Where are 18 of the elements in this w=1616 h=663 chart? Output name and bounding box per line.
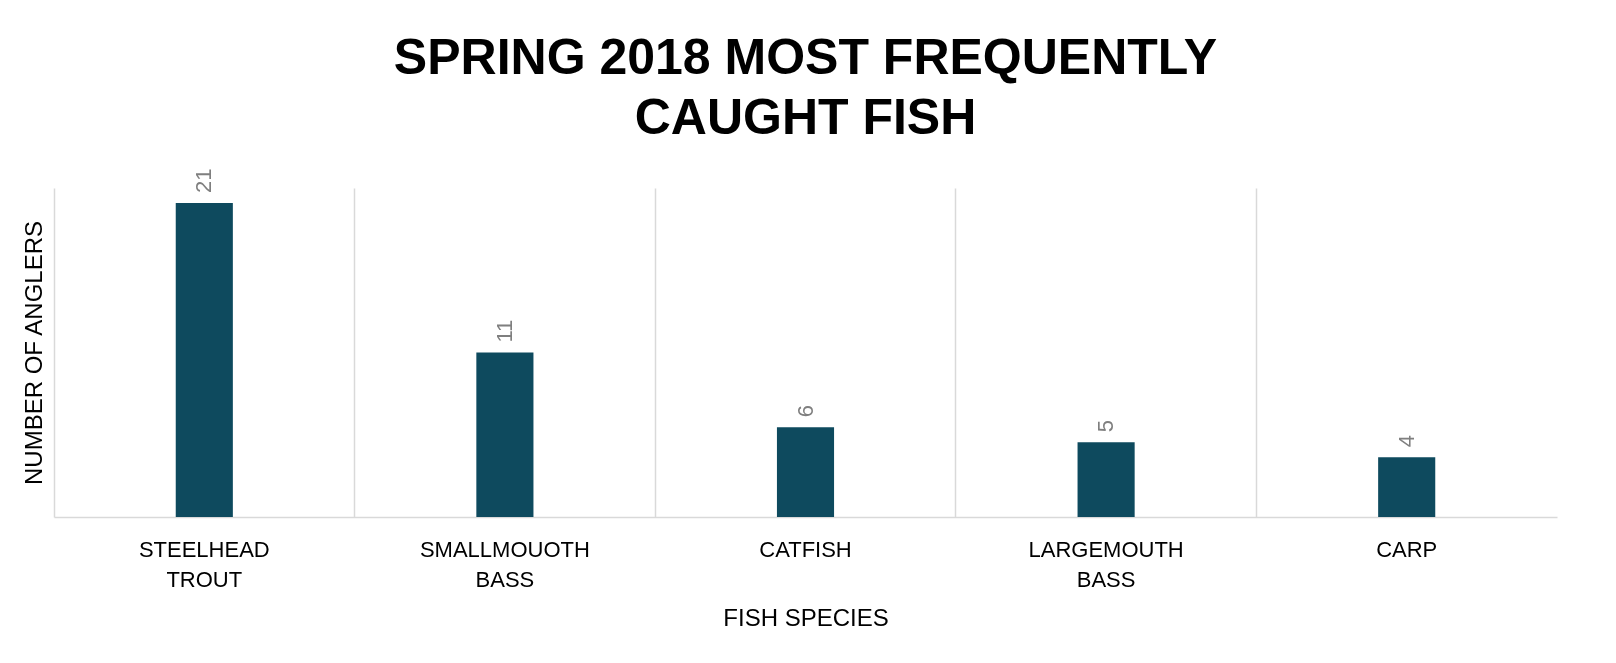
x-axis-title: FISH SPECIES xyxy=(723,603,889,631)
bar xyxy=(476,352,534,517)
data-label: 6 xyxy=(792,405,818,418)
x-tick-label: SMALLMOUOTH BASS xyxy=(419,536,590,592)
bar xyxy=(1378,457,1436,517)
x-tick-label: CATFISH xyxy=(759,536,852,562)
data-label: 5 xyxy=(1093,419,1119,433)
y-axis-title: NUMBER OF ANGLERS xyxy=(19,220,47,486)
data-label: 11 xyxy=(491,319,517,343)
bar xyxy=(776,427,835,517)
x-tick-label: CARP xyxy=(1376,536,1438,562)
x-tick-label: STEELHEAD TROUT xyxy=(138,536,270,592)
bar xyxy=(1077,442,1135,517)
data-label: 4 xyxy=(1393,434,1419,448)
chart-title: SPRING 2018 MOST FREQUENTLY CAUGHT FISH xyxy=(393,29,1218,146)
x-tick-label: LARGEMOUTH BASS xyxy=(1028,536,1184,592)
bar xyxy=(175,202,233,517)
data-label: 21 xyxy=(191,168,217,193)
